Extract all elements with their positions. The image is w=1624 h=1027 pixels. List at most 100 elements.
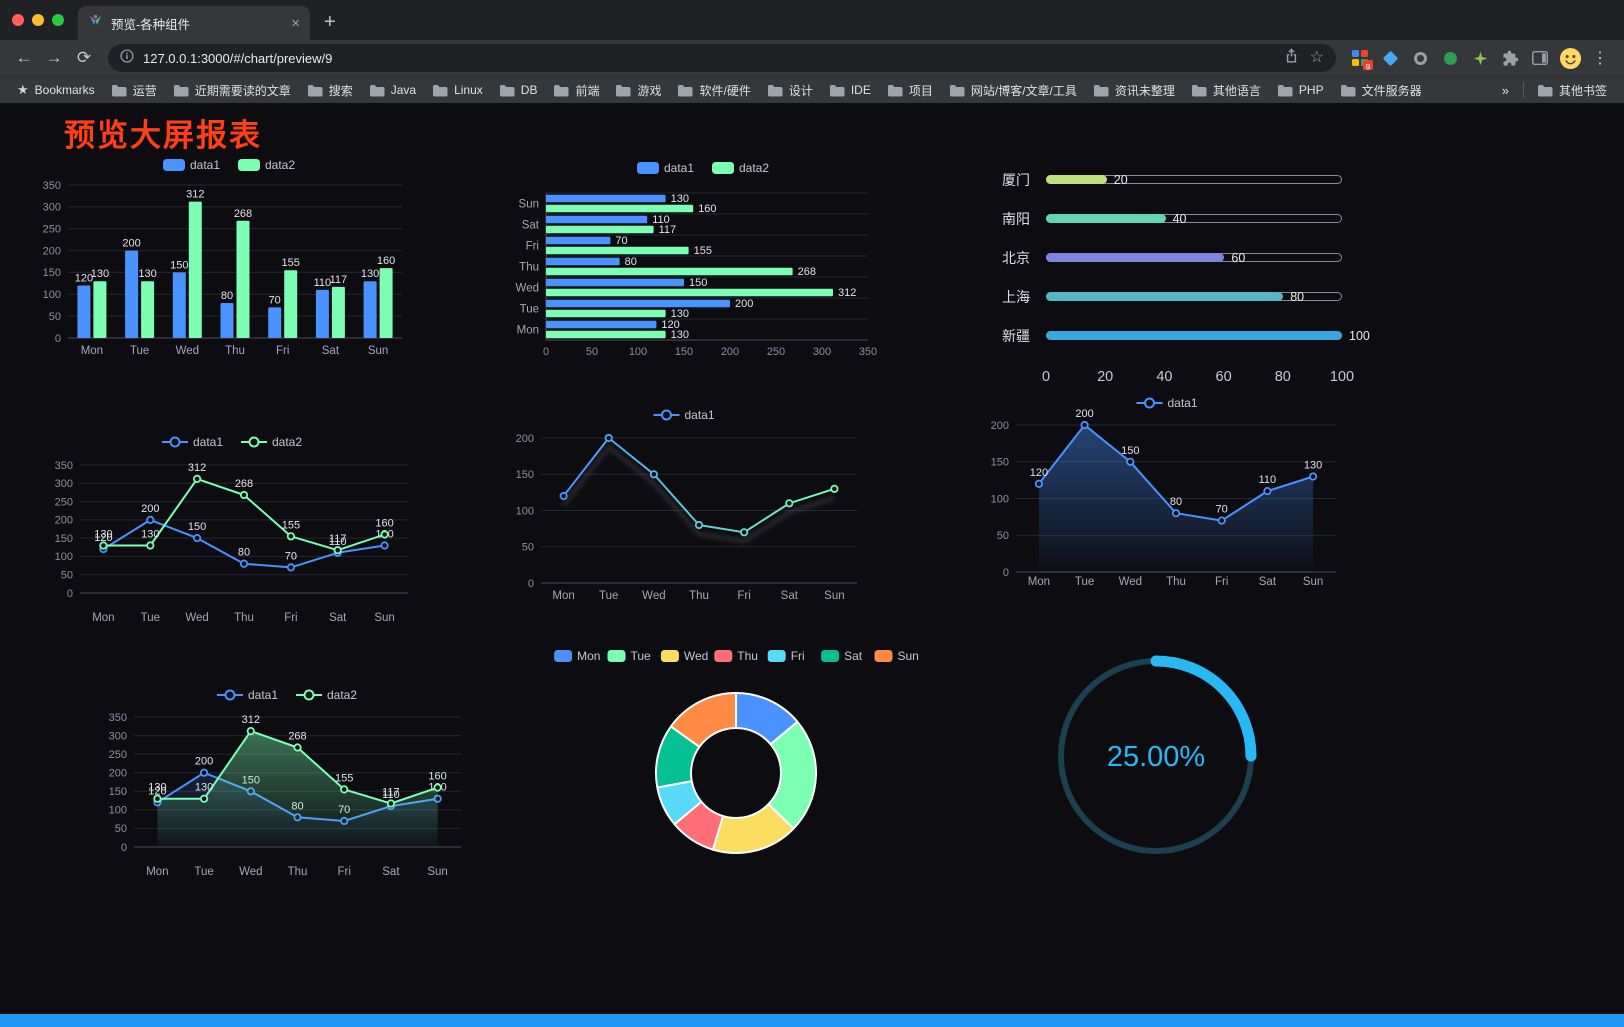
progress-track: 80 [1046, 290, 1342, 304]
bookmark-label: 搜索 [328, 83, 353, 98]
bookmark-item[interactable]: 资讯未整理 [1086, 79, 1182, 102]
tab-title: 预览-各种组件 [111, 17, 191, 32]
bookmark-star-icon[interactable]: ☆ [1309, 49, 1324, 66]
bookmark-item[interactable]: 前端 [546, 79, 606, 102]
bookmark-item[interactable]: 其他语言 [1184, 79, 1268, 102]
page-title: 预览大屏报表 [64, 118, 262, 153]
svg-text:110: 110 [314, 277, 332, 289]
url-text: 127.0.0.1:3000/#/chart/preview/9 [143, 50, 333, 66]
svg-text:300: 300 [109, 730, 127, 742]
svg-text:data2: data2 [327, 688, 357, 702]
bookmarks-overflow-chevron[interactable]: » [1501, 82, 1509, 98]
svg-text:200: 200 [721, 346, 739, 358]
share-icon[interactable] [1285, 48, 1298, 68]
svg-text:Sun: Sun [368, 345, 388, 357]
dual-line-chart[interactable]: data1 data2 0 50 100 150 200 250 300 350 Mon Tue Wed… [48, 429, 420, 634]
bookmark-item[interactable]: 网站/博客/文章/工具 [942, 79, 1084, 102]
svg-text:0: 0 [67, 588, 73, 600]
zoom-window-button[interactable] [52, 14, 64, 26]
bookmark-item[interactable]: 游戏 [608, 79, 668, 102]
svg-text:100: 100 [55, 551, 73, 563]
progress-row[interactable]: 厦门 20 [1002, 160, 1354, 199]
folder-icon [949, 84, 965, 97]
address-bar[interactable]: 127.0.0.1:3000/#/chart/preview/9 ☆ [108, 44, 1336, 72]
bookmarks-manager-item[interactable]: ★ Bookmarks [10, 79, 102, 101]
bookmark-item[interactable]: PHP [1270, 80, 1331, 100]
donut-pie-chart[interactable]: Mon Tue Wed Thu Fri Sat Sun [546, 640, 926, 902]
svg-text:250: 250 [767, 346, 785, 358]
bookmark-item[interactable]: 近期需要读的文章 [166, 79, 298, 102]
browser-menu-icon[interactable]: ⋮ [1592, 50, 1608, 67]
progress-fill [1046, 175, 1107, 184]
progress-row[interactable]: 北京 60 [1002, 238, 1354, 277]
blue-extension-icon[interactable] [1376, 45, 1404, 71]
close-window-button[interactable] [12, 14, 24, 26]
bookmarks-bar: ★ Bookmarks 运营 近期需要读的文章 搜索 Java Linux DB 前端 游戏 软… [0, 76, 1624, 103]
bookmark-item[interactable]: 设计 [760, 79, 820, 102]
bookmark-item[interactable]: 运营 [104, 79, 164, 102]
svg-text:250: 250 [43, 224, 61, 236]
svg-text:Fri: Fri [337, 866, 350, 878]
bookmark-label: 前端 [575, 83, 600, 98]
progress-value: 40 [1172, 211, 1187, 226]
minimize-window-button[interactable] [32, 14, 44, 26]
svg-text:70: 70 [1216, 504, 1228, 516]
green-circle-extension-icon[interactable] [1436, 45, 1464, 71]
svg-text:Tue: Tue [194, 866, 213, 878]
area-line-chart[interactable]: data1 0 50 100 150 200 Mon Tue Wed Thu Fri Sat Sun 12… [988, 392, 1350, 597]
bookmark-item[interactable]: 搜索 [300, 79, 360, 102]
svg-text:Thu: Thu [689, 590, 709, 602]
tab-close-icon[interactable]: × [291, 14, 300, 32]
svg-text:350: 350 [109, 712, 127, 724]
extension-grid-icon[interactable]: g [1346, 45, 1374, 71]
progress-row[interactable]: 新疆 100 [1002, 316, 1370, 355]
horizontal-bar-chart[interactable]: data1 data2 0 50 100 150 200 250 300 350 Sun 130 160… [510, 155, 900, 370]
other-bookmarks-item[interactable]: 其他书签 [1530, 79, 1614, 102]
grouped-bar-chart[interactable]: data1 data2 0 50 100 150 200 250 300 350 Mon 120 130… [36, 151, 426, 366]
profile-avatar[interactable] [1556, 45, 1584, 71]
bookmark-item[interactable]: Linux [425, 80, 490, 100]
progress-track: 40 [1046, 211, 1342, 226]
bookmark-label: 设计 [788, 83, 813, 98]
svg-text:130: 130 [138, 268, 156, 280]
sparkle-extension-icon[interactable] [1466, 45, 1494, 71]
progress-row[interactable]: 南阳 40 [1002, 199, 1354, 238]
site-info-icon[interactable] [120, 48, 134, 68]
bookmark-item[interactable]: IDE [822, 80, 878, 100]
bookmark-label: Java [390, 83, 417, 97]
svg-text:25.00%: 25.00% [1107, 741, 1205, 773]
svg-text:0: 0 [121, 842, 127, 854]
bookmark-item[interactable]: 项目 [880, 79, 940, 102]
svg-text:300: 300 [43, 202, 61, 214]
extensions-puzzle-icon[interactable] [1496, 45, 1524, 71]
svg-text:268: 268 [235, 478, 253, 490]
dual-line-area-chart[interactable]: data1 data2 0 50 100 150 200 250 300 350 Mon Tue Wed… [103, 683, 475, 888]
svg-text:70: 70 [615, 235, 627, 247]
back-button[interactable]: ← [15, 48, 33, 67]
new-tab-button[interactable]: + [324, 11, 336, 33]
bookmark-item[interactable]: DB [492, 80, 545, 100]
browser-tab[interactable]: 预览-各种组件 × [78, 6, 310, 40]
reload-button[interactable]: ⟳ [76, 48, 92, 67]
svg-text:Thu: Thu [225, 345, 245, 357]
progress-row[interactable]: 上海 80 [1002, 277, 1354, 316]
svg-text:120: 120 [75, 273, 93, 285]
forward-button[interactable]: → [45, 48, 63, 67]
city-progress-chart[interactable]: 厦门 20 南阳 40 北京 60 上海 80 新疆 100 0 20 40 60 80 100 [1002, 158, 1370, 388]
svg-text:155: 155 [282, 519, 300, 531]
bookmark-item[interactable]: Java [362, 80, 423, 100]
folder-icon [887, 84, 903, 97]
svg-text:110: 110 [329, 536, 347, 548]
svg-text:160: 160 [377, 255, 395, 267]
gauge-chart[interactable]: 25.00% [1046, 646, 1266, 866]
gradient-line-chart[interactable]: data1 0 50 100 150 200 Mon Tue Wed Thu Fri Sat Sun [505, 403, 867, 611]
bookmark-item[interactable]: 软件/硬件 [670, 79, 757, 102]
gray-circle-extension-icon[interactable] [1406, 45, 1434, 71]
svg-text:130: 130 [671, 329, 689, 341]
axis-tick-label: 40 [1156, 369, 1173, 385]
bookmark-item[interactable]: 文件服务器 [1333, 79, 1429, 102]
svg-text:Wed: Wed [684, 649, 708, 663]
side-panel-icon[interactable] [1526, 45, 1554, 71]
chart-canvas: data1 0 50 100 150 200 Mon Tue Wed Thu Fri Sat Sun [516, 408, 857, 602]
